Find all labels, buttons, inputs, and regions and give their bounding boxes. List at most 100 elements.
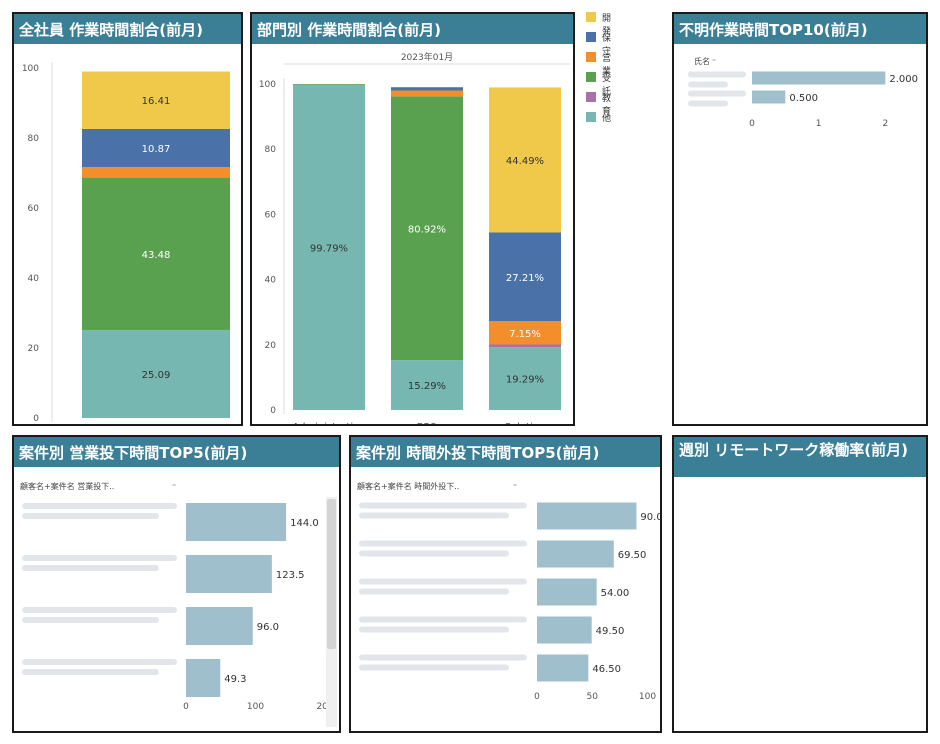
bar-segment	[489, 344, 561, 348]
data-label: 69.50	[618, 550, 647, 561]
dept-stacked-chart: 0 20 40 60 80 100 2023年01月 99.79% Administration…	[259, 51, 570, 426]
legend-swatch	[586, 12, 596, 22]
data-label: 2.000	[889, 74, 918, 85]
data-label: 19.29%	[506, 375, 544, 386]
scrollbar-thumb[interactable]	[327, 499, 336, 649]
redacted-row-label	[359, 588, 509, 595]
category-label: Administration	[292, 422, 365, 426]
row-header: 顧客名+案件名 時間外投下..	[357, 481, 459, 491]
panel-title: 部門別 作業時間割合(前月)	[252, 14, 573, 44]
y-tick-label: 80	[28, 134, 40, 144]
redacted-row-label	[22, 659, 177, 665]
redacted-row-label	[359, 502, 527, 509]
bar-segment	[82, 128, 230, 167]
bar	[752, 71, 886, 85]
bar-segment	[391, 90, 463, 97]
x-tick-label: 0	[534, 692, 540, 702]
bar-segment	[391, 87, 463, 91]
y-tick-label: 20	[265, 341, 277, 351]
data-label: 49.50	[596, 626, 625, 637]
bar	[186, 607, 253, 645]
redacted-row-label	[688, 71, 746, 78]
category-label: Solution	[505, 422, 546, 426]
redacted-row-label	[359, 550, 509, 557]
bar	[537, 654, 589, 682]
legend-label: 受託	[602, 74, 612, 97]
data-label: 7.15%	[509, 329, 541, 340]
panel-title: 週別 リモートワーク稼働率(前月)	[674, 437, 926, 477]
legend-label: 教育	[602, 94, 612, 117]
legend-swatch	[586, 72, 596, 82]
x-tick-label: 50	[587, 692, 599, 702]
redacted-row-label	[359, 616, 527, 623]
redacted-row-label	[688, 90, 746, 97]
panel-unknown-top10: 不明作業時間TOP10(前月) 氏名 ⁼ 2.000 0.500 0 1 2	[672, 12, 928, 426]
bar-segment	[82, 166, 230, 179]
data-label: 54.00	[601, 588, 630, 599]
bar-segment	[293, 84, 365, 410]
data-label: 90.00	[640, 512, 662, 523]
sales-hbar-chart: 顧客名+案件名 営業投下.. ⁼ 144.0 123.5 96.0 49.3 0 100 200	[20, 481, 337, 727]
data-label: 27.21%	[506, 273, 544, 284]
data-label: 25.09	[142, 370, 171, 381]
x-tick-label: 0	[183, 702, 189, 712]
data-label: 15.29%	[408, 381, 446, 392]
redacted-row-label	[22, 669, 159, 675]
x-tick-label: 1	[816, 119, 822, 129]
panel-title: 案件別 時間外投下時間TOP5(前月)	[351, 437, 660, 467]
redacted-row-label	[359, 540, 527, 547]
panel-title: 全社員 作業時間割合(前月)	[14, 14, 241, 44]
panel-sales-top5: 案件別 営業投下時間TOP5(前月) 顧客名+案件名 営業投下.. ⁼ 144.0 1…	[12, 435, 341, 733]
bar-segment	[293, 84, 365, 85]
legend-swatch	[586, 52, 596, 62]
bar	[752, 90, 786, 104]
bar	[537, 578, 597, 606]
panel-overtime-top5: 案件別 時間外投下時間TOP5(前月) 顧客名+案件名 時間外投下.. ⁼ 90.0…	[349, 435, 662, 733]
row-header: 氏名	[694, 56, 710, 66]
data-label: 123.5	[276, 570, 305, 581]
x-tick-label: 100	[639, 692, 656, 702]
legend-swatch	[586, 92, 596, 102]
data-label: 49.3	[224, 674, 246, 685]
unknown-hbar-chart: 氏名 ⁼ 2.000 0.500 0 1 2	[688, 56, 918, 129]
bar	[186, 659, 221, 697]
legend-swatch	[586, 32, 596, 42]
panel-remote-work: 週別 リモートワーク稼働率(前月)	[672, 435, 928, 733]
bar-segment	[82, 330, 230, 418]
data-label: 99.79%	[310, 243, 348, 254]
bar-segment	[489, 87, 561, 233]
overtime-hbar-chart: 顧客名+案件名 時間外投下.. ⁼ 90.00 69.50 54.00 49.50 46.5…	[357, 481, 662, 702]
panel-company-ratio: 全社員 作業時間割合(前月) 0 20 40 60 80 100 25.09 43.48 10.…	[12, 12, 243, 426]
data-label: 44.49%	[506, 156, 544, 167]
redacted-row-label	[359, 654, 527, 661]
bar	[186, 503, 287, 541]
company-stacked-chart: 0 20 40 60 80 100 25.09 43.48 10.87 16.41	[22, 62, 230, 424]
data-label: 10.87	[142, 144, 171, 155]
panel-title: 不明作業時間TOP10(前月)	[674, 14, 926, 44]
redacted-row-label	[22, 607, 177, 613]
bar-segment	[391, 96, 463, 361]
data-label: 46.50	[592, 664, 621, 675]
sort-filter-icon: ⁼	[172, 482, 176, 491]
data-label: 144.0	[290, 518, 319, 529]
bar	[186, 555, 272, 593]
redacted-row-label	[359, 664, 509, 671]
redacted-row-label	[688, 81, 728, 88]
bar-segment	[489, 347, 561, 410]
redacted-row-label	[359, 578, 527, 585]
redacted-row-label	[22, 503, 177, 509]
y-tick-label: 40	[265, 276, 277, 286]
bar	[537, 616, 592, 644]
panel-dept-ratio: 部門別 作業時間割合(前月) 0 20 40 60 80 100 2023年01月 99.79…	[250, 12, 575, 426]
bar-segment	[489, 321, 561, 345]
sort-filter-icon: ⁼	[712, 57, 716, 66]
bar-segment	[391, 360, 463, 410]
data-label: 16.41	[142, 96, 171, 107]
y-tick-label: 40	[28, 274, 40, 284]
legend-label: 他	[602, 114, 612, 124]
column-header: 2023年01月	[401, 51, 453, 63]
y-tick-label: 60	[28, 204, 40, 214]
y-tick-label: 100	[259, 80, 276, 90]
x-tick-label: 0	[749, 119, 755, 129]
x-tick-label: 2	[882, 119, 888, 129]
